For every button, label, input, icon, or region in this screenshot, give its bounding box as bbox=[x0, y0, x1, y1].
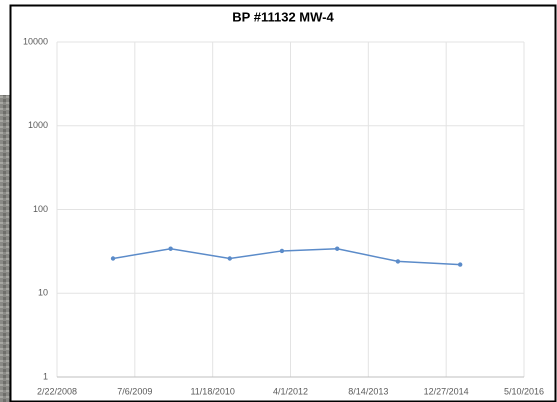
x-tick-label: 2/22/2008 bbox=[37, 386, 77, 396]
x-tick-label: 8/14/2013 bbox=[348, 386, 388, 396]
y-tick-label: 100 bbox=[33, 204, 48, 214]
data-point bbox=[227, 256, 232, 261]
y-tick-label: 10 bbox=[38, 288, 48, 298]
data-point bbox=[457, 262, 463, 267]
x-tick-label: 12/27/2014 bbox=[424, 386, 469, 396]
y-tick-label: 10000 bbox=[23, 36, 48, 46]
chart-frame bbox=[9, 4, 557, 402]
x-tick-label: 4/1/2012 bbox=[273, 386, 308, 396]
data-point bbox=[168, 246, 173, 251]
x-tick-label: 11/18/2010 bbox=[190, 386, 234, 396]
data-point bbox=[395, 259, 401, 264]
y-tick-label: 1 bbox=[43, 371, 48, 381]
y-tick-label: 1000 bbox=[28, 120, 48, 130]
x-tick-label: 7/6/2009 bbox=[117, 386, 152, 396]
data-point bbox=[335, 246, 340, 251]
data-point bbox=[110, 256, 116, 261]
data-point bbox=[279, 248, 285, 254]
chart-title: BP #11132 MW-4 bbox=[232, 9, 334, 24]
background-map bbox=[0, 95, 11, 402]
x-tick-label: 5/10/2016 bbox=[504, 386, 544, 396]
